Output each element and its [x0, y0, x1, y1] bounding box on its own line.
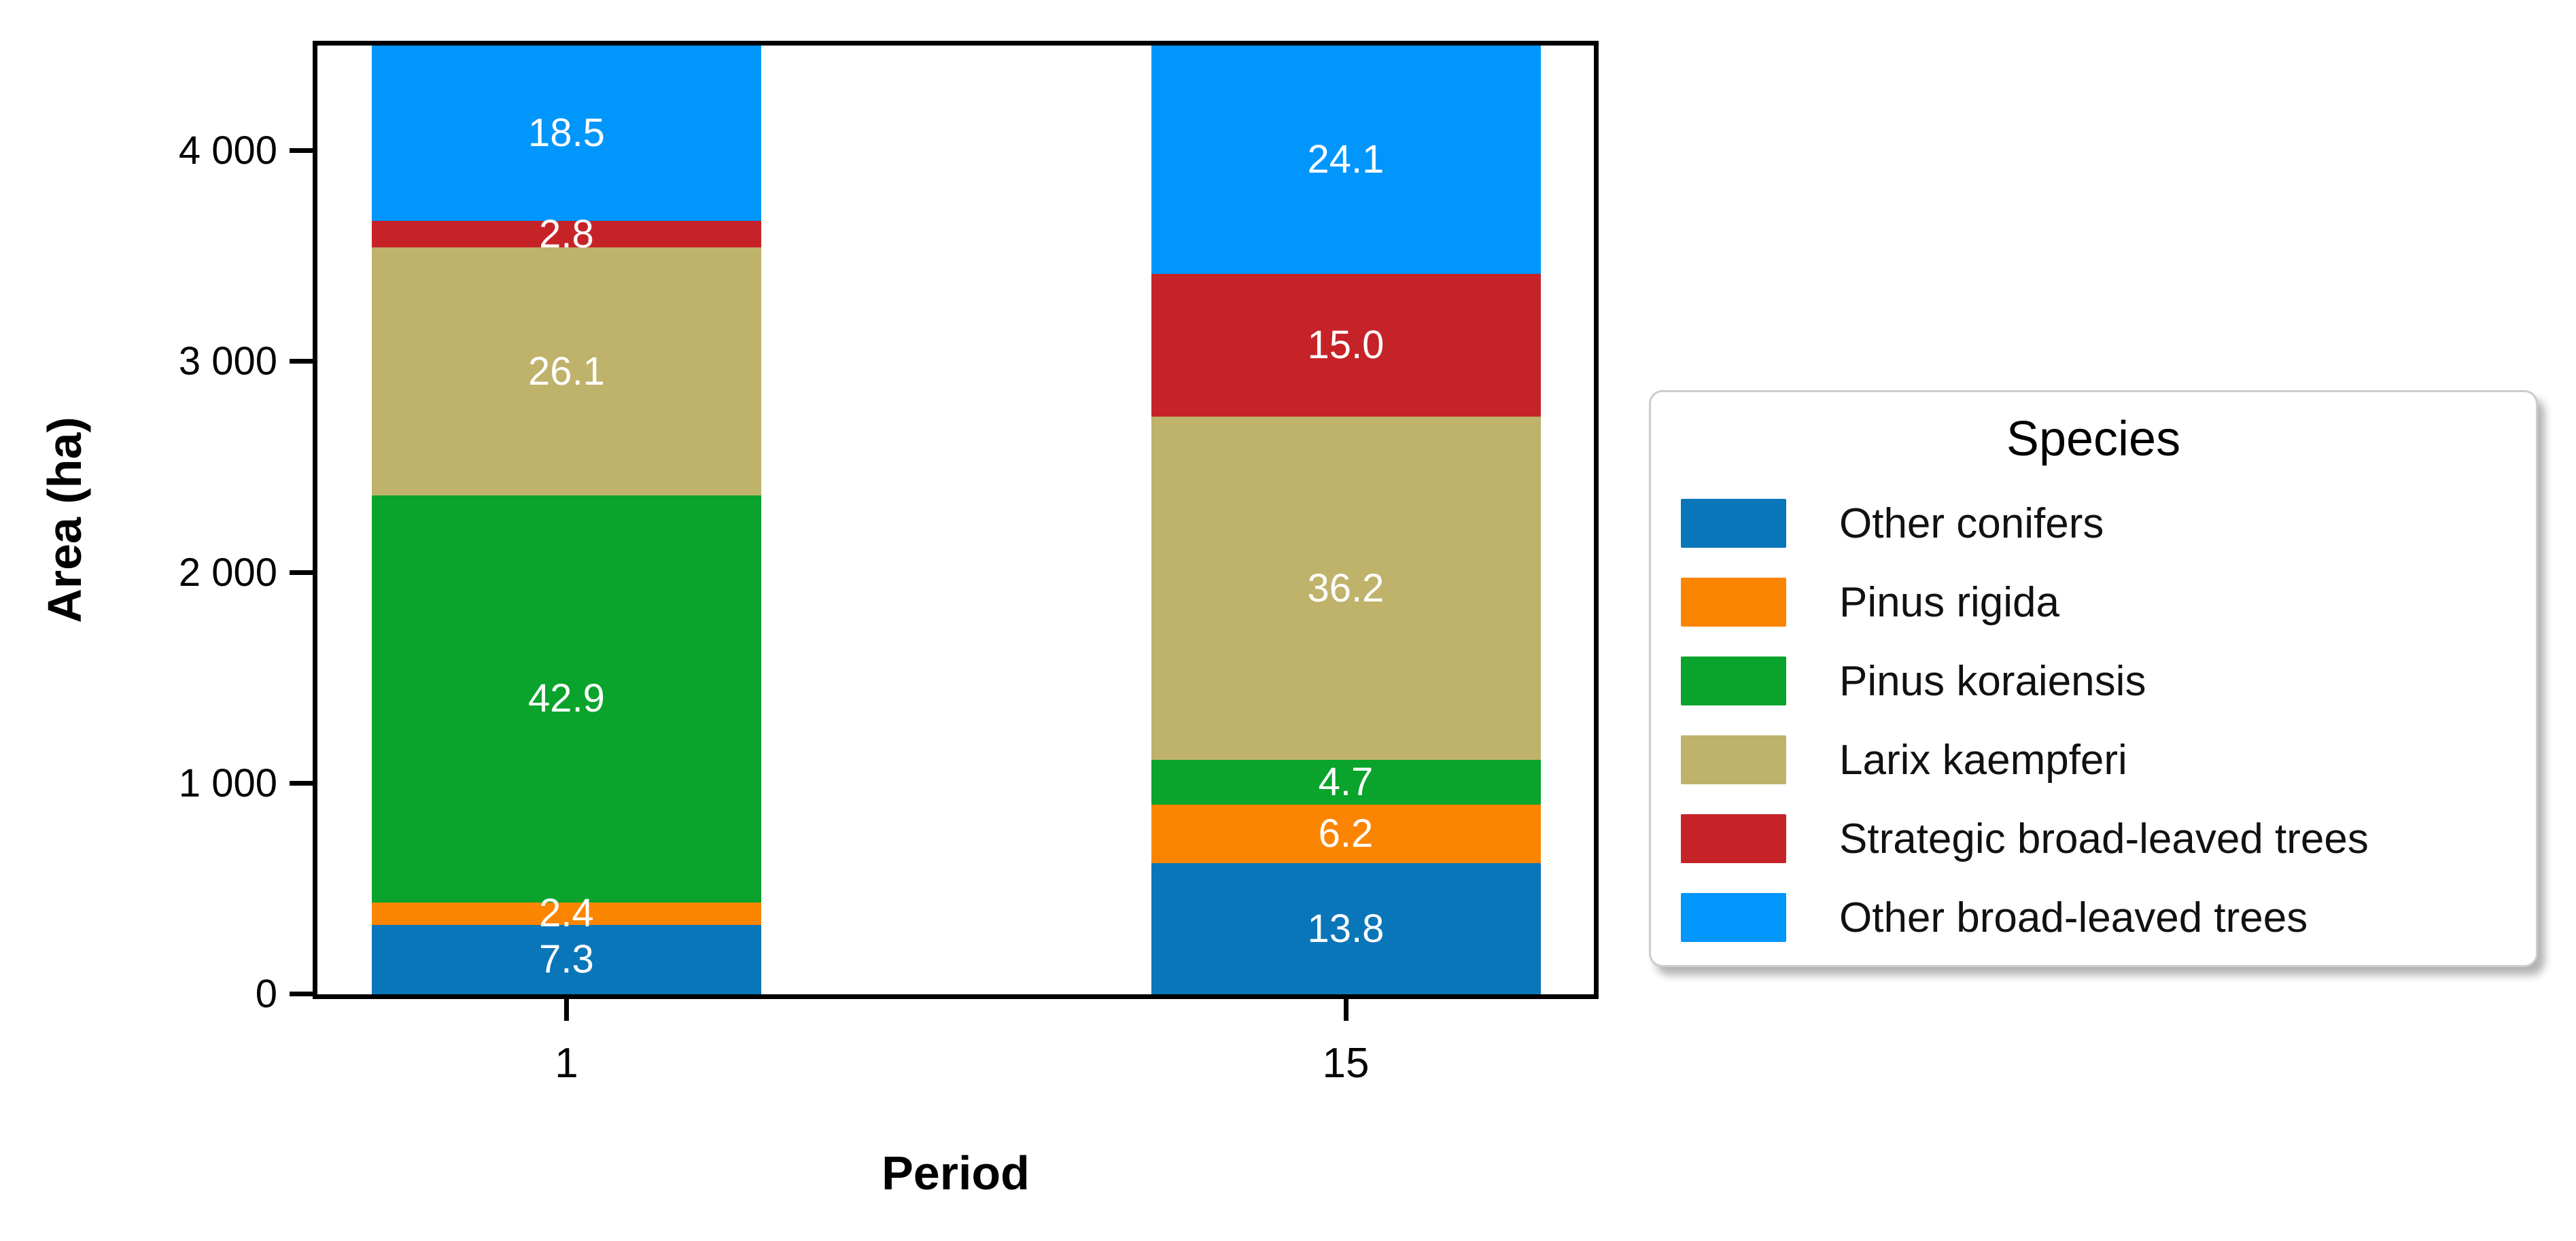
- x-axis-tick-label: 15: [1322, 1040, 1370, 1087]
- y-axis-tick: [290, 570, 314, 575]
- segment-value-label: 2.4: [539, 891, 594, 936]
- y-axis-tick: [290, 148, 314, 154]
- legend-label: Strategic broad-leaved trees: [1839, 815, 2369, 862]
- legend-rows: Other conifers Pinus rigida Pinus koraie…: [1681, 484, 2516, 957]
- segment-other-conifers-period-15: [1151, 863, 1541, 994]
- legend-label: Pinus rigida: [1839, 578, 2059, 626]
- legend-item: Pinus koraiensis: [1681, 642, 2516, 720]
- y-axis-tick-label: 1 000: [178, 761, 277, 805]
- segment-other-conifers-period-1: [372, 925, 761, 994]
- plot-area: 7.3 2.4 42.9 26.1 2.8 18.5 13.8 6.2 4.7 36.2 15.0 2…: [313, 41, 1599, 999]
- segment-other-broad-leaved-trees-period-1: [372, 46, 761, 222]
- legend-label: Pinus koraiensis: [1839, 657, 2146, 705]
- legend-swatch-pinus-koraiensis: [1681, 657, 1786, 705]
- y-axis-tick-label: 3 000: [178, 339, 277, 384]
- x-axis-tick: [1343, 999, 1348, 1021]
- legend-swatch-other-conifers: [1681, 499, 1786, 548]
- legend: Species Other conifers Pinus rigida Pinu…: [1649, 390, 2538, 967]
- legend-item: Other broad-leaved trees: [1681, 878, 2516, 957]
- x-axis-tick-label: 1: [555, 1040, 578, 1087]
- segment-value-label: 13.8: [1307, 906, 1385, 951]
- y-axis-tick: [290, 359, 314, 364]
- segment-value-label: 42.9: [528, 676, 605, 721]
- y-axis-tick-label: 4 000: [178, 128, 277, 173]
- segment-pinus-koraiensis-period-1: [372, 495, 761, 903]
- bar-period-15: 13.8 6.2 4.7 36.2 15.0 24.1: [1151, 46, 1541, 994]
- segment-value-label: 15.0: [1307, 323, 1385, 368]
- y-axis-tick: [290, 992, 314, 996]
- legend-swatch-larix-kaempferi: [1681, 735, 1786, 784]
- legend-swatch-strategic-broad-leaved-trees: [1681, 814, 1786, 863]
- segment-other-broad-leaved-trees-period-15: [1151, 46, 1541, 275]
- segment-value-label: 4.7: [1318, 759, 1374, 804]
- segment-value-label: 24.1: [1307, 137, 1385, 182]
- segment-pinus-rigida-period-1: [372, 902, 761, 926]
- segment-strategic-broad-leaved-trees-period-1: [372, 221, 761, 248]
- segment-pinus-koraiensis-period-15: [1151, 760, 1541, 805]
- segment-value-label: 18.5: [528, 111, 605, 156]
- legend-label: Larix kaempferi: [1839, 736, 2127, 784]
- legend-item: Larix kaempferi: [1681, 720, 2516, 799]
- segment-value-label: 7.3: [539, 937, 594, 982]
- y-axis-tick: [290, 780, 314, 786]
- segment-value-label: 2.8: [539, 211, 594, 256]
- legend-item: Other conifers: [1681, 484, 2516, 563]
- legend-swatch-pinus-rigida: [1681, 578, 1786, 627]
- y-axis-tick-label: 2 000: [178, 550, 277, 595]
- segment-pinus-rigida-period-15: [1151, 804, 1541, 864]
- segment-larix-kaempferi-period-15: [1151, 416, 1541, 761]
- bar-period-1: 7.3 2.4 42.9 26.1 2.8 18.5: [372, 46, 761, 994]
- x-axis-label: Period: [882, 1147, 1030, 1200]
- segment-value-label: 6.2: [1318, 811, 1374, 856]
- legend-label: Other conifers: [1839, 500, 2104, 547]
- segment-strategic-broad-leaved-trees-period-15: [1151, 274, 1541, 417]
- x-axis-tick: [564, 999, 569, 1021]
- segment-value-label: 36.2: [1307, 565, 1385, 610]
- segment-larix-kaempferi-period-1: [372, 247, 761, 495]
- legend-title: Species: [2006, 412, 2181, 466]
- legend-label: Other broad-leaved trees: [1839, 894, 2308, 941]
- legend-swatch-other-broad-leaved-trees: [1681, 893, 1786, 942]
- legend-item: Strategic broad-leaved trees: [1681, 799, 2516, 878]
- y-axis-tick-label: 0: [255, 972, 277, 1016]
- legend-item: Pinus rigida: [1681, 563, 2516, 642]
- segment-value-label: 26.1: [528, 349, 605, 394]
